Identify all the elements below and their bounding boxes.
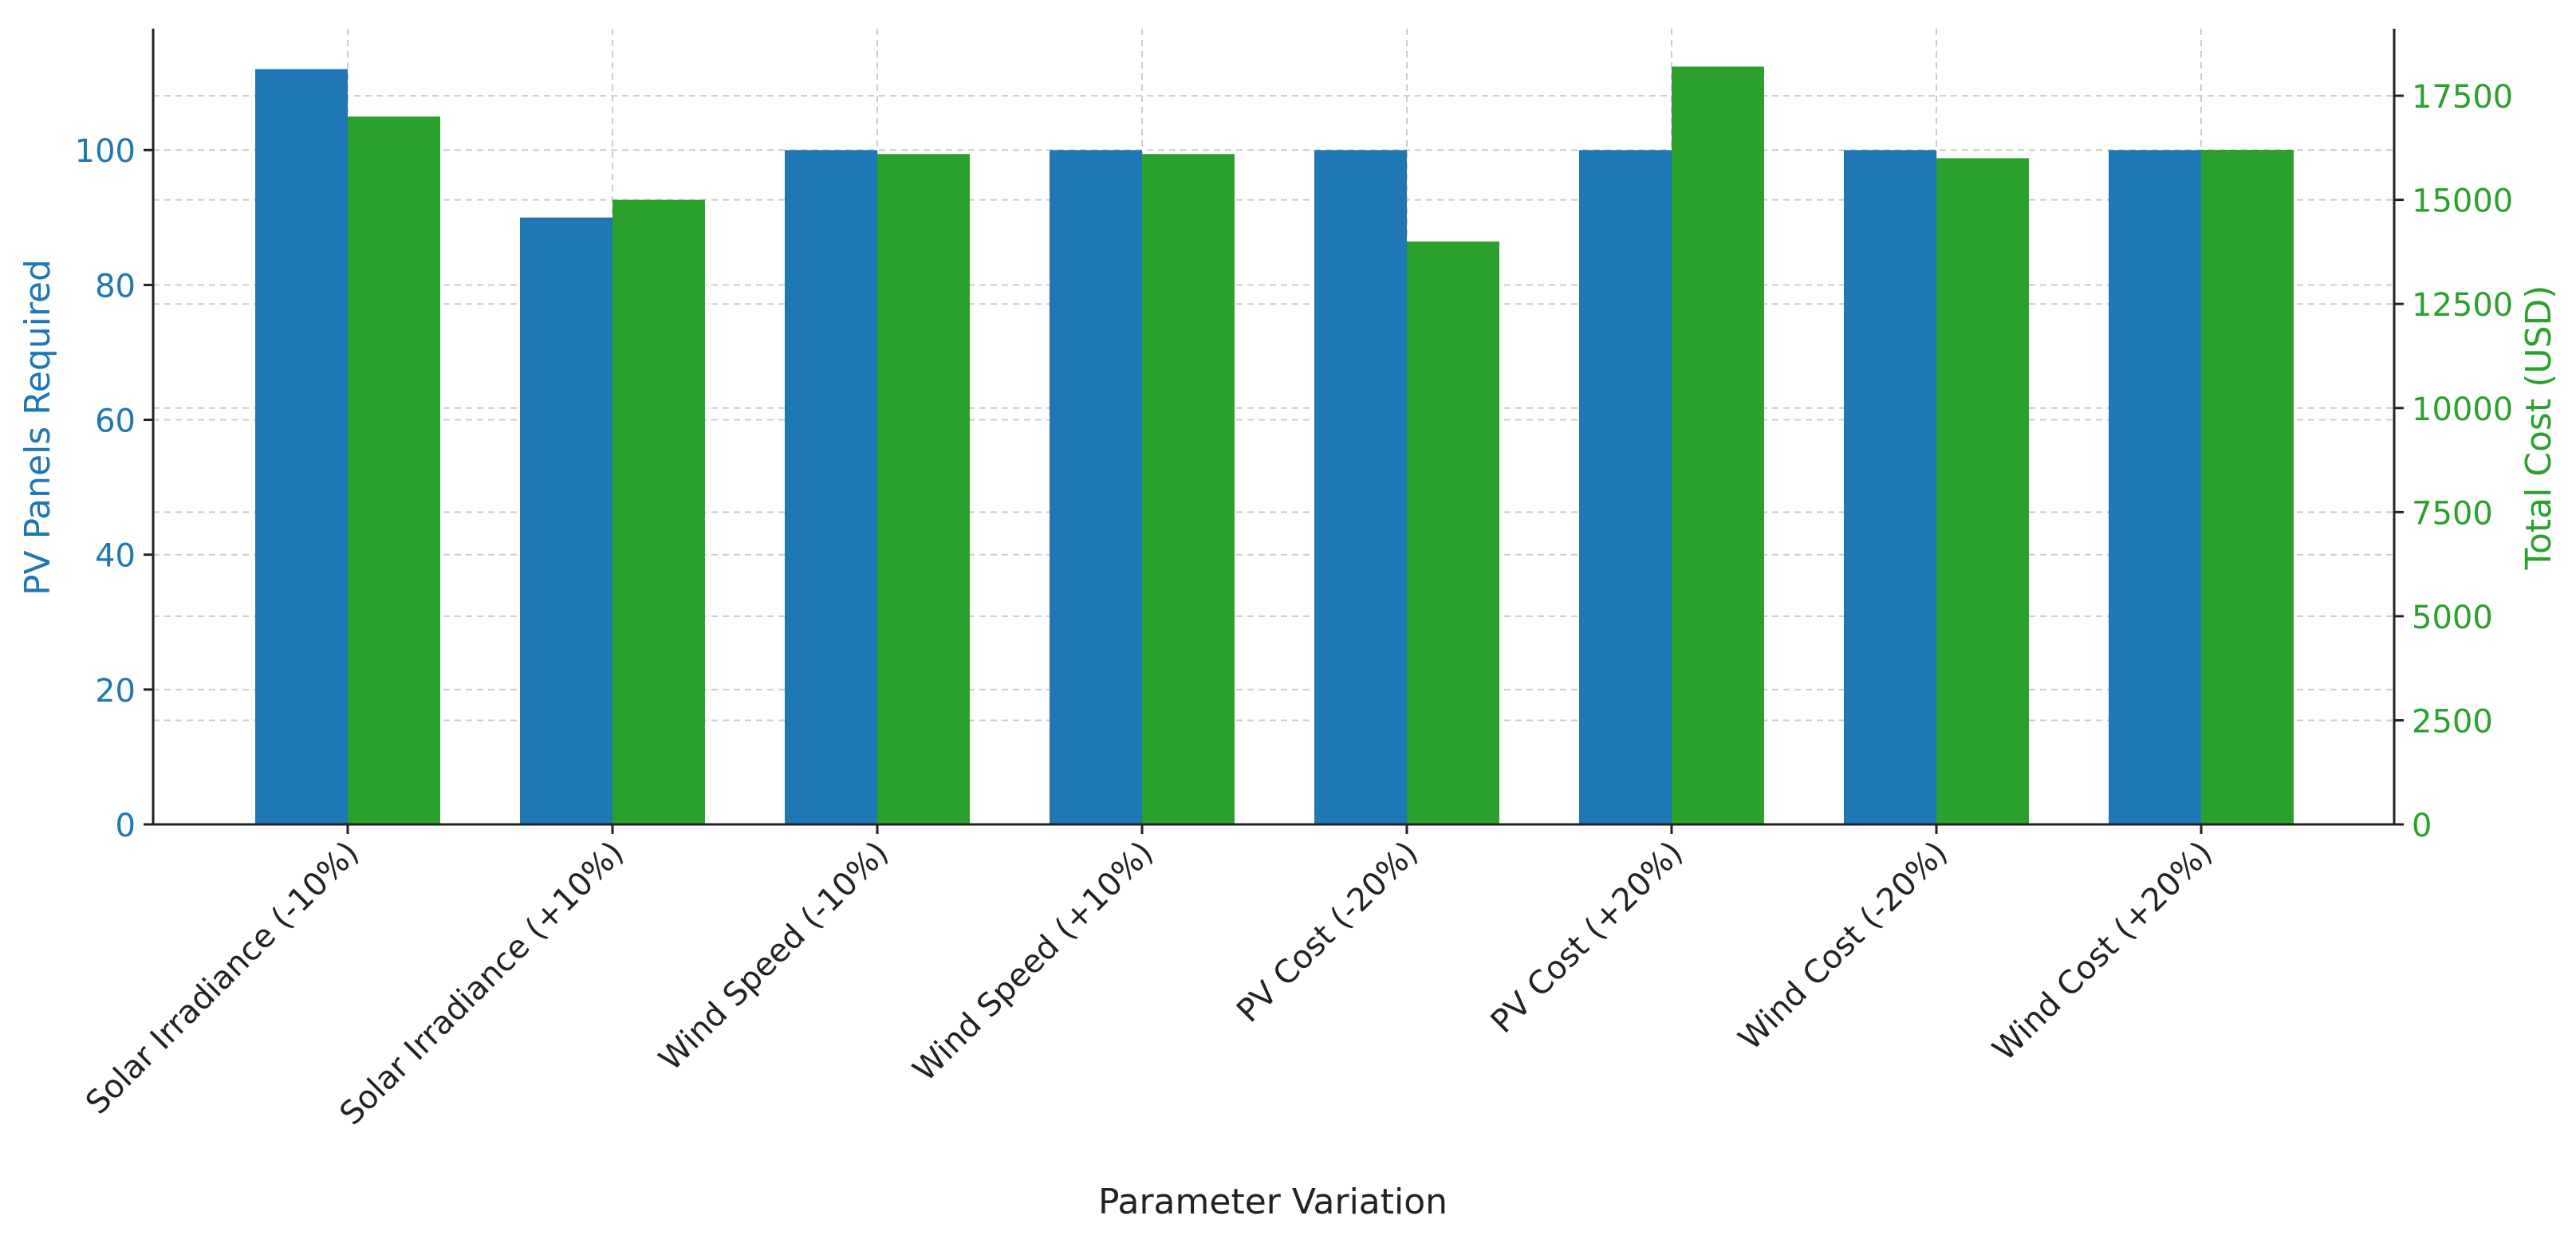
y-left-tick-label: 0 xyxy=(116,808,136,844)
bar-total-cost xyxy=(877,154,970,824)
y-right-tick-label: 17500 xyxy=(2412,79,2513,116)
x-tick-label: Wind Cost (-20%) xyxy=(1731,835,1955,1058)
bar-pv-panels xyxy=(1050,150,1142,824)
bars-layer xyxy=(255,66,2294,825)
y-left-tick-label: 40 xyxy=(95,538,136,575)
bar-pv-panels xyxy=(520,217,612,824)
bar-total-cost xyxy=(348,116,440,824)
y-right-tick-label: 5000 xyxy=(2412,600,2493,636)
bar-pv-panels xyxy=(255,69,348,824)
bar-total-cost xyxy=(1142,154,1235,824)
grid-layer xyxy=(153,29,2394,824)
x-tick-label: Solar Irradiance (+10%) xyxy=(333,835,631,1133)
x-tick-label: PV Cost (-20%) xyxy=(1230,835,1425,1030)
bar-total-cost xyxy=(1407,241,1499,824)
bar-total-cost xyxy=(2201,149,2294,824)
y-left-tick-label: 60 xyxy=(95,403,136,440)
x-tick-label: Solar Irradiance (-10%) xyxy=(79,835,366,1122)
y-axis-right-title: Total Cost (USD) xyxy=(2519,285,2559,571)
x-tick-label: Wind Speed (-10%) xyxy=(652,835,896,1078)
bar-total-cost xyxy=(612,199,705,824)
bar-pv-panels xyxy=(1579,150,1672,824)
y-right-tick-label: 2500 xyxy=(2412,703,2493,740)
bar-total-cost xyxy=(1936,158,2029,825)
y-left-tick-label: 100 xyxy=(75,133,136,170)
axes-layer xyxy=(144,29,2404,834)
bar-total-cost xyxy=(1672,66,1764,825)
x-axis-title: Parameter Variation xyxy=(1098,1182,1448,1222)
x-tick-label: Wind Speed (+10%) xyxy=(906,835,1160,1089)
y-right-tick-label: 15000 xyxy=(2412,183,2513,220)
x-tick-label: Wind Cost (+20%) xyxy=(1986,835,2220,1068)
bar-pv-panels xyxy=(1314,150,1407,824)
y-right-tick-label: 10000 xyxy=(2412,391,2513,428)
y-right-tick-label: 12500 xyxy=(2412,287,2513,324)
bar-pv-panels xyxy=(1844,150,1936,824)
y-axis-left-title: PV Panels Required xyxy=(18,259,58,596)
y-left-tick-label: 80 xyxy=(95,268,136,305)
bar-pv-panels xyxy=(785,150,877,824)
x-tick-label: PV Cost (+20%) xyxy=(1484,835,1690,1040)
y-left-tick-label: 20 xyxy=(95,673,136,710)
bar-pv-panels xyxy=(2109,150,2201,824)
y-right-tick-label: 0 xyxy=(2412,808,2432,844)
y-right-tick-label: 7500 xyxy=(2412,495,2493,532)
